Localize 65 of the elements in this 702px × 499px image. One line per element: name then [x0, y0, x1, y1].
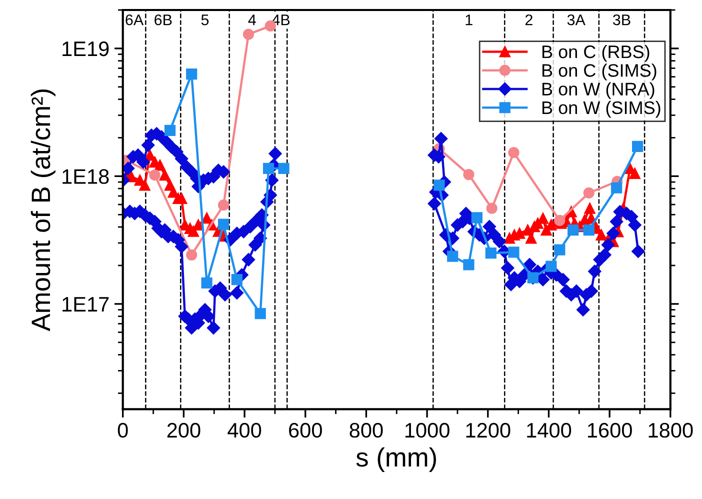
x-tick-label: 1800 [648, 422, 693, 438]
x-tick-label: 1200 [466, 422, 510, 438]
x-tick-label: 400 [228, 422, 262, 438]
annotation: 4B [272, 14, 290, 26]
point [485, 248, 496, 259]
annotation: 3A [567, 14, 586, 26]
point [584, 202, 596, 214]
x-tick-label: 0 [118, 422, 128, 438]
point [254, 308, 266, 320]
point [154, 160, 166, 171]
point [611, 182, 622, 194]
point [231, 274, 242, 286]
point [447, 250, 458, 262]
x-tick-label: 1000 [405, 422, 450, 438]
point [149, 170, 160, 181]
point [168, 186, 179, 198]
point [218, 200, 230, 211]
annotation: 2 [525, 14, 532, 26]
point [486, 202, 498, 214]
point [159, 170, 170, 181]
point [242, 28, 254, 40]
legend-label: B on C (RBS) [542, 44, 650, 62]
point [568, 224, 579, 236]
y-tick-label: 1E17 [62, 297, 109, 312]
x-axis-title: s (mm) [356, 447, 436, 472]
y-tick-label: 1E18 [62, 169, 109, 184]
point [583, 224, 594, 236]
annotation: 5 [201, 14, 209, 26]
x-tick-label: 800 [350, 422, 383, 438]
point [583, 187, 594, 198]
annotation: 1 [466, 14, 472, 26]
point [278, 162, 290, 174]
point [508, 246, 520, 258]
point [508, 147, 520, 158]
point [263, 162, 274, 174]
point [201, 277, 212, 288]
point [554, 214, 566, 226]
point [629, 168, 640, 180]
y-axis-title: Amount of B (at/cm²) [30, 89, 56, 332]
point [164, 124, 176, 136]
point [463, 168, 474, 180]
point [186, 249, 198, 260]
legend-label: B on W (NRA) [542, 82, 654, 100]
x-tick-label: 1400 [527, 422, 572, 438]
point [632, 140, 644, 152]
point [471, 212, 482, 224]
x-tick-label: 1600 [588, 422, 632, 438]
point [192, 219, 204, 231]
x-tick-label: 200 [167, 422, 200, 438]
legend-label: B on C (SIMS) [542, 64, 656, 80]
x-tick-label: 600 [289, 422, 322, 438]
point [554, 244, 566, 256]
point [434, 180, 445, 191]
point [186, 68, 198, 80]
point [546, 260, 557, 272]
point [596, 229, 607, 240]
annotation: 4 [248, 14, 256, 26]
annotation: 6B [154, 14, 172, 26]
point [218, 218, 230, 230]
point [463, 259, 474, 270]
point [139, 180, 150, 191]
y-tick-label: 1E19 [62, 41, 109, 56]
annotation: 6A [126, 14, 144, 26]
legend-label: B on W (SIMS) [542, 100, 660, 118]
annotation: 3B [612, 14, 630, 26]
